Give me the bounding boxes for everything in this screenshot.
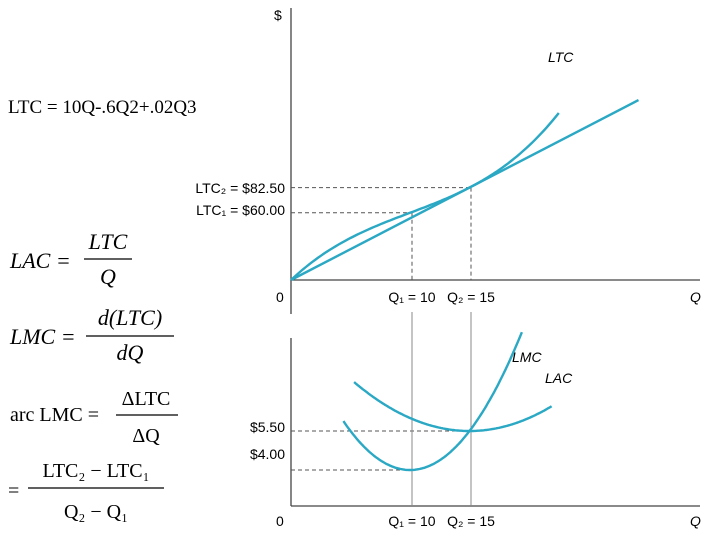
lac-curve-label: LAC (545, 370, 573, 386)
top-ytick-ltc1: LTC₁ = $60.00 (196, 202, 285, 218)
arc-lmc-denominator: ΔQ (132, 425, 160, 447)
lac-curve (353, 381, 553, 433)
bottom-ytick-400: $4.00 (250, 446, 285, 462)
lac-formula-numerator: LTC (88, 229, 128, 254)
ray-line (290, 99, 640, 282)
top-origin-label: 0 (276, 289, 284, 305)
arc-lmc-numerator-2: LTC₂ − LTC₁ (42, 460, 149, 482)
lmc-formula-denominator: dQ (117, 340, 144, 365)
lmc-formula-numerator: d(LTC) (98, 305, 162, 330)
top-chart: $ Q 0 LTC LTC₂ = $82.50 LTC₁ = $60.00 Q₁… (195, 7, 701, 314)
ltc-curve-label: LTC (548, 49, 574, 65)
bottom-chart: Q 0 LMC LAC $5.50 $4.00 Q₁ = 10 Q₂ = 15 (250, 312, 701, 529)
arc-lmc-numerator: ΔLTC (122, 388, 171, 410)
bottom-ytick-550: $5.50 (250, 419, 285, 435)
arc-lmc-denominator-2: Q₂ − Q₁ (64, 501, 128, 523)
ltc-equation: LTC = 10Q-.6Q2+.02Q3 (8, 97, 197, 118)
ltc-curve (290, 112, 560, 281)
lac-formula-denominator: Q (100, 264, 116, 289)
top-ylabel: $ (274, 7, 282, 23)
bottom-origin-label: 0 (276, 513, 284, 529)
arc-lmc-equals: = (8, 480, 19, 502)
lac-formula-lhs: LAC = (9, 248, 71, 273)
lmc-curve-label: LMC (512, 349, 542, 365)
top-xtick-q1: Q₁ = 10 (388, 289, 435, 305)
top-xtick-q2: Q₂ = 15 (447, 289, 495, 305)
lmc-formula-lhs: LMC = (9, 324, 76, 349)
bottom-xlabel: Q (690, 513, 701, 529)
lmc-curve (342, 331, 524, 472)
arc-lmc-lhs: arc LMC = (10, 404, 99, 426)
top-xlabel: Q (690, 289, 701, 305)
bottom-xtick-q1: Q₁ = 10 (388, 513, 435, 529)
bottom-xtick-q2: Q₂ = 15 (447, 513, 495, 529)
top-ytick-ltc2: LTC₂ = $82.50 (195, 180, 285, 196)
